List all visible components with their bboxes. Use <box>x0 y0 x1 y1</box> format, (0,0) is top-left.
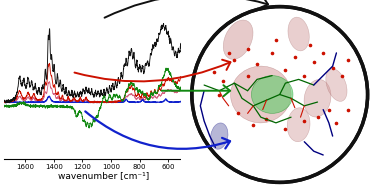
Ellipse shape <box>304 80 331 117</box>
X-axis label: wavenumber [cm⁻¹]: wavenumber [cm⁻¹] <box>58 171 150 180</box>
Ellipse shape <box>223 20 253 59</box>
Ellipse shape <box>231 66 291 123</box>
Ellipse shape <box>211 123 228 149</box>
Ellipse shape <box>288 17 309 51</box>
Ellipse shape <box>287 108 310 142</box>
Ellipse shape <box>326 69 347 101</box>
Ellipse shape <box>251 76 293 113</box>
Circle shape <box>192 7 367 182</box>
